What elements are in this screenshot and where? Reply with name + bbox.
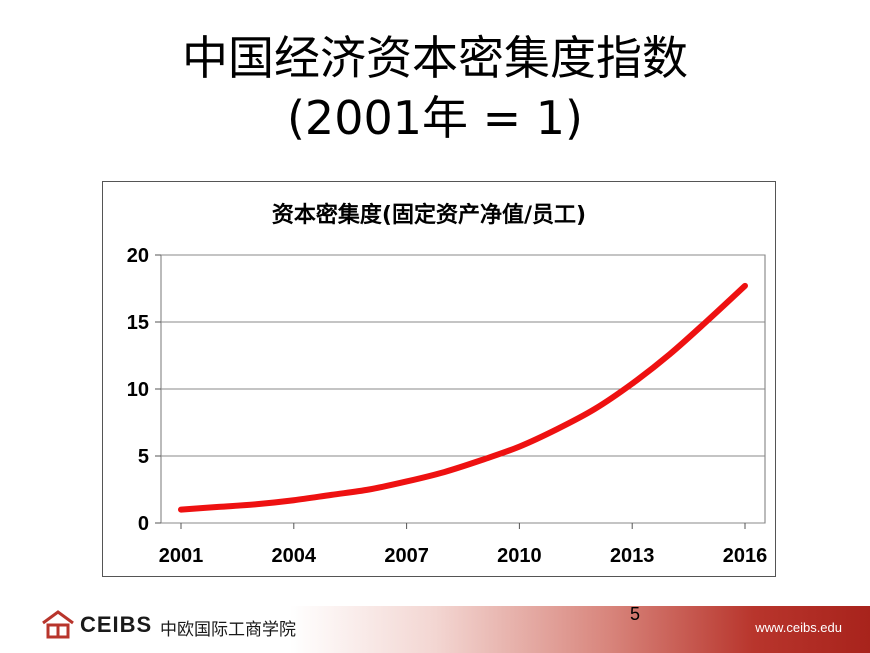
x-tick-label: 2016 xyxy=(723,545,768,567)
x-axis-ticks: 2001 2004 2007 2010 2013 2016 xyxy=(159,545,768,567)
ceibs-logo-icon xyxy=(42,610,74,639)
website-link[interactable]: www.ceibs.edu xyxy=(755,620,842,635)
series-layer xyxy=(178,282,748,513)
x-tick-label: 2013 xyxy=(610,545,655,567)
chart-box: 资本密集度(固定资产净值/员工) 0 5 10 15 20 2001 2004 2007 20… xyxy=(102,181,776,577)
title-line-1: 中国经济资本密集度指数 xyxy=(182,31,688,85)
y-tick-label: 5 xyxy=(138,446,149,468)
x-tick-label: 2010 xyxy=(497,545,542,567)
y-tick-label: 10 xyxy=(127,379,149,401)
footer: CEIBS 中欧国际工商学院 5 www.ceibs.edu xyxy=(0,604,870,653)
brand-name: CEIBS xyxy=(80,612,153,637)
brand-name-chinese: 中欧国际工商学院 xyxy=(160,620,296,640)
series-line xyxy=(178,282,748,513)
page-number: 5 xyxy=(630,604,641,624)
y-tick-label: 20 xyxy=(127,245,149,267)
x-tick-label: 2001 xyxy=(159,545,204,567)
x-tick-label: 2007 xyxy=(384,545,429,567)
x-tick-label: 2004 xyxy=(272,545,317,567)
grid-layer xyxy=(155,254,766,529)
footer-gradient-bar xyxy=(290,606,870,653)
chart-title: 资本密集度(固定资产净值/员工) xyxy=(272,202,586,228)
slide-title: 中国经济资本密集度指数 (2001年 = 1) xyxy=(0,28,870,148)
title-line-2: (2001年 = 1) xyxy=(286,91,583,145)
y-tick-label: 15 xyxy=(127,312,149,334)
y-tick-label: 0 xyxy=(138,513,149,535)
y-axis-ticks: 0 5 10 15 20 xyxy=(127,245,149,535)
